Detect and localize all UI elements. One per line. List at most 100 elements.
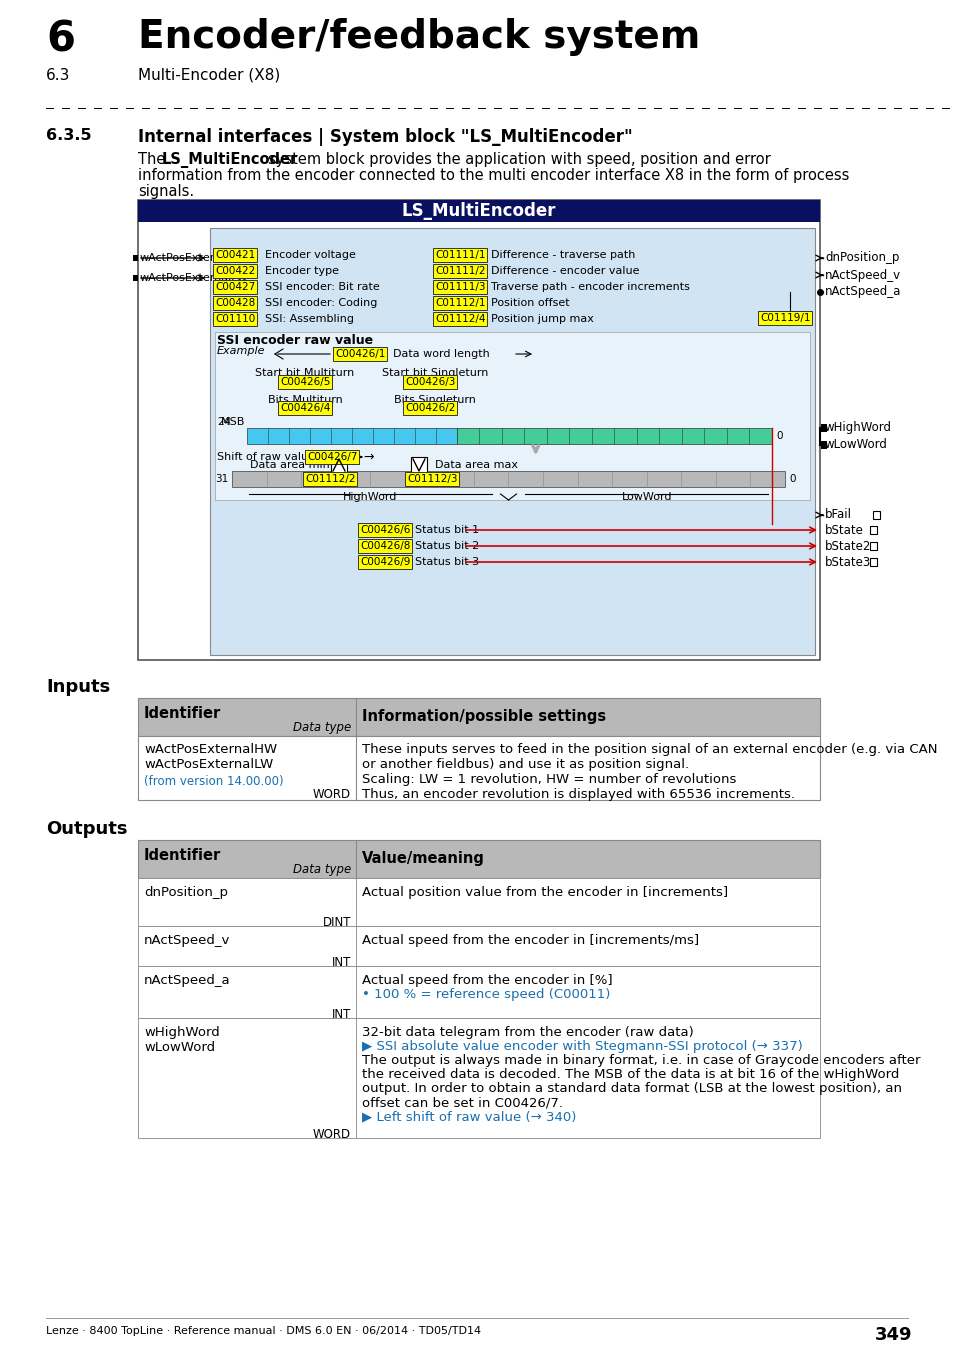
Bar bbox=[247, 428, 456, 444]
Text: 6: 6 bbox=[46, 18, 75, 59]
Text: LS_MultiEncoder: LS_MultiEncoder bbox=[401, 202, 556, 220]
Text: Lenze · 8400 TopLine · Reference manual · DMS 6.0 EN · 06/2014 · TD05/TD14: Lenze · 8400 TopLine · Reference manual … bbox=[46, 1326, 480, 1336]
Text: INT: INT bbox=[332, 956, 351, 969]
Bar bbox=[232, 471, 784, 487]
Text: C01119/1: C01119/1 bbox=[760, 313, 810, 323]
Text: the received data is decoded. The MSB of the data is at bit 16 of the wHighWord: the received data is decoded. The MSB of… bbox=[361, 1068, 899, 1081]
Text: 349: 349 bbox=[874, 1326, 911, 1345]
Bar bbox=[456, 428, 771, 444]
Text: 0: 0 bbox=[775, 431, 781, 441]
Text: nActSpeed_a: nActSpeed_a bbox=[824, 285, 901, 298]
Text: LS_MultiEncoder: LS_MultiEncoder bbox=[162, 153, 298, 167]
Text: →: → bbox=[363, 451, 374, 463]
Bar bbox=[869, 558, 876, 566]
Text: wLowWord: wLowWord bbox=[144, 1041, 214, 1054]
Text: nActSpeed_a: nActSpeed_a bbox=[144, 973, 231, 987]
Text: C00426/7: C00426/7 bbox=[307, 452, 357, 462]
Text: Information/possible settings: Information/possible settings bbox=[361, 710, 605, 725]
Text: WORD: WORD bbox=[313, 1129, 351, 1141]
Text: LowWord: LowWord bbox=[620, 491, 671, 502]
Text: 31: 31 bbox=[214, 474, 228, 485]
Text: 6.3.5: 6.3.5 bbox=[46, 128, 91, 143]
Text: Bits Singleturn: Bits Singleturn bbox=[394, 396, 476, 405]
Text: C00426/5: C00426/5 bbox=[280, 377, 330, 387]
Text: Internal interfaces | System block "LS_MultiEncoder": Internal interfaces | System block "LS_M… bbox=[138, 128, 632, 146]
Text: INT: INT bbox=[332, 1008, 351, 1021]
Text: nActSpeed_v: nActSpeed_v bbox=[824, 269, 901, 282]
Text: Value/meaning: Value/meaning bbox=[361, 852, 484, 867]
Text: C00426/4: C00426/4 bbox=[280, 404, 330, 413]
Text: Encoder voltage: Encoder voltage bbox=[265, 250, 355, 261]
Bar bbox=[138, 1018, 820, 1138]
Text: Actual speed from the encoder in [%]: Actual speed from the encoder in [%] bbox=[361, 973, 612, 987]
Text: Difference - encoder value: Difference - encoder value bbox=[491, 266, 639, 275]
Text: MSB: MSB bbox=[220, 417, 245, 427]
Bar bbox=[138, 926, 820, 967]
Bar bbox=[411, 458, 427, 472]
Text: Data word length: Data word length bbox=[393, 350, 489, 359]
Text: The output is always made in binary format, i.e. in case of Graycode encoders af: The output is always made in binary form… bbox=[361, 1054, 920, 1067]
Bar bbox=[872, 512, 879, 518]
Text: Difference - traverse path: Difference - traverse path bbox=[491, 250, 635, 261]
Text: dnPosition_p: dnPosition_p bbox=[824, 251, 899, 265]
Text: 32-bit data telegram from the encoder (raw data): 32-bit data telegram from the encoder (r… bbox=[361, 1026, 693, 1040]
Text: ▶ SSI absolute value encoder with Stegmann-SSI protocol (→ 337): ▶ SSI absolute value encoder with Stegma… bbox=[361, 1040, 801, 1053]
Bar bbox=[210, 228, 814, 655]
Text: nActSpeed_v: nActSpeed_v bbox=[144, 934, 230, 946]
Text: Example: Example bbox=[216, 346, 265, 356]
Text: Start bit Singleturn: Start bit Singleturn bbox=[381, 369, 488, 378]
Text: Position offset: Position offset bbox=[491, 298, 569, 308]
Text: Traverse path - encoder increments: Traverse path - encoder increments bbox=[491, 282, 689, 292]
Bar bbox=[138, 200, 820, 221]
Text: C01112/2: C01112/2 bbox=[305, 474, 355, 485]
Text: Status bit 3: Status bit 3 bbox=[415, 558, 478, 567]
Text: bState2: bState2 bbox=[824, 540, 870, 552]
Text: SSI encoder raw value: SSI encoder raw value bbox=[216, 333, 373, 347]
Text: C00428: C00428 bbox=[214, 298, 255, 308]
Text: 0: 0 bbox=[788, 474, 795, 485]
Bar bbox=[214, 332, 809, 500]
Text: C00427: C00427 bbox=[214, 282, 255, 292]
Text: C00426/1: C00426/1 bbox=[335, 350, 385, 359]
Text: Data area max: Data area max bbox=[435, 460, 517, 470]
Text: Data type: Data type bbox=[293, 721, 351, 734]
Text: offset can be set in C00426/7.: offset can be set in C00426/7. bbox=[361, 1096, 562, 1108]
Text: Identifier: Identifier bbox=[144, 706, 221, 721]
Text: C01111/1: C01111/1 bbox=[435, 250, 485, 261]
Text: These inputs serves to feed in the position signal of an external encoder (e.g. : These inputs serves to feed in the posit… bbox=[361, 743, 937, 756]
Text: WORD: WORD bbox=[313, 788, 351, 801]
Text: C00426/8: C00426/8 bbox=[359, 541, 410, 551]
Text: wHighWord: wHighWord bbox=[824, 421, 891, 435]
Text: Inputs: Inputs bbox=[46, 678, 111, 697]
Text: _ _ _ _ _ _ _ _ _ _ _ _ _ _ _ _ _ _ _ _ _ _ _ _ _ _ _ _ _ _ _ _ _ _ _ _ _ _ _ _ : _ _ _ _ _ _ _ _ _ _ _ _ _ _ _ _ _ _ _ _ … bbox=[46, 95, 953, 108]
Text: Data area min: Data area min bbox=[250, 460, 330, 470]
Text: • 100 % = reference speed (C00011): • 100 % = reference speed (C00011) bbox=[361, 988, 610, 1000]
Text: dnPosition_p: dnPosition_p bbox=[144, 886, 228, 899]
Text: DINT: DINT bbox=[322, 917, 351, 929]
Bar bbox=[869, 541, 876, 549]
Bar bbox=[138, 736, 820, 801]
Text: SSI encoder: Bit rate: SSI encoder: Bit rate bbox=[265, 282, 379, 292]
Text: C01111/2: C01111/2 bbox=[435, 266, 485, 275]
Text: HighWord: HighWord bbox=[343, 491, 397, 502]
Text: 6.3: 6.3 bbox=[46, 68, 71, 82]
Text: Actual position value from the encoder in [increments]: Actual position value from the encoder i… bbox=[361, 886, 727, 899]
Text: Thus, an encoder revolution is displayed with 65536 increments.: Thus, an encoder revolution is displayed… bbox=[361, 788, 794, 801]
Text: C01110: C01110 bbox=[214, 315, 255, 324]
Bar bbox=[138, 698, 820, 736]
Bar bbox=[331, 458, 347, 472]
Text: or another fieldbus) and use it as position signal.: or another fieldbus) and use it as posit… bbox=[361, 757, 688, 771]
Text: wActPosExternalHW: wActPosExternalHW bbox=[140, 252, 252, 263]
Text: C00426/2: C00426/2 bbox=[405, 404, 455, 413]
Text: bState3: bState3 bbox=[824, 555, 870, 568]
Text: C00422: C00422 bbox=[214, 266, 255, 275]
Text: C01112/1: C01112/1 bbox=[435, 298, 485, 308]
Bar bbox=[138, 840, 820, 878]
Text: Bits Multiturn: Bits Multiturn bbox=[268, 396, 342, 405]
Text: wHighWord: wHighWord bbox=[144, 1026, 219, 1040]
Bar bbox=[821, 441, 826, 450]
Bar bbox=[821, 424, 826, 432]
Text: C00426/3: C00426/3 bbox=[405, 377, 455, 387]
Text: Data type: Data type bbox=[293, 864, 351, 876]
Text: Encoder type: Encoder type bbox=[265, 266, 338, 275]
